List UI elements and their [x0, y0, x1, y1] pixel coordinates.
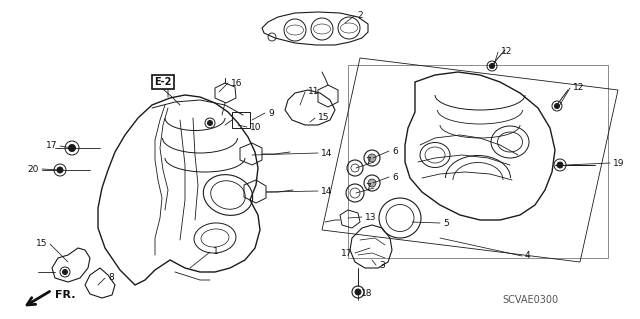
Text: SCVAE0300: SCVAE0300 — [502, 295, 558, 305]
Circle shape — [355, 289, 361, 295]
Text: 14: 14 — [321, 187, 332, 196]
Circle shape — [63, 270, 67, 275]
Text: 5: 5 — [443, 219, 449, 227]
Text: 19: 19 — [613, 159, 625, 167]
Text: 13: 13 — [365, 212, 376, 221]
Circle shape — [554, 103, 559, 108]
Text: 3: 3 — [379, 261, 385, 270]
Text: 8: 8 — [108, 273, 114, 283]
Text: 16: 16 — [231, 78, 243, 87]
Text: 11: 11 — [308, 87, 319, 97]
Text: 6: 6 — [392, 173, 397, 182]
Text: FR.: FR. — [55, 290, 76, 300]
Circle shape — [557, 162, 563, 168]
Text: 7: 7 — [365, 158, 371, 167]
Text: 9: 9 — [268, 108, 274, 117]
Text: 20: 20 — [28, 165, 39, 174]
Text: 17: 17 — [340, 249, 352, 257]
Text: 12: 12 — [573, 84, 584, 93]
Text: 15: 15 — [318, 114, 330, 122]
Circle shape — [68, 145, 76, 152]
Text: 4: 4 — [525, 251, 531, 261]
Text: 2: 2 — [357, 11, 363, 20]
Circle shape — [207, 121, 212, 125]
Text: 1: 1 — [213, 248, 219, 256]
Circle shape — [368, 179, 376, 187]
Text: E-2: E-2 — [154, 77, 172, 87]
Circle shape — [57, 167, 63, 173]
Circle shape — [368, 154, 376, 162]
Text: 17: 17 — [45, 142, 57, 151]
Text: 12: 12 — [501, 48, 513, 56]
Text: 6: 6 — [392, 146, 397, 155]
Text: 15: 15 — [35, 240, 47, 249]
Text: 7: 7 — [365, 183, 371, 192]
Circle shape — [490, 63, 495, 69]
Text: 14: 14 — [321, 149, 332, 158]
Text: 10: 10 — [250, 122, 262, 131]
Text: 18: 18 — [361, 290, 372, 299]
